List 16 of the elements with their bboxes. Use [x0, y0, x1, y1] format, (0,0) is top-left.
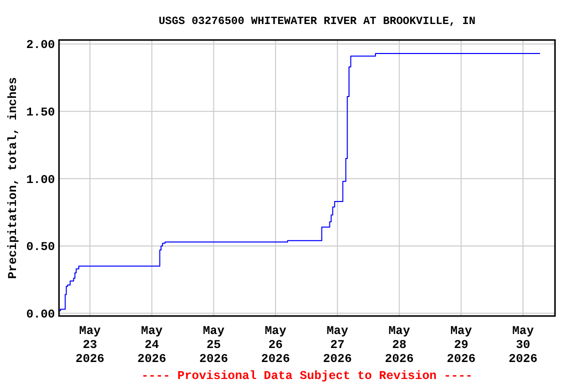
- chart-title: USGS 03276500 WHITEWATER RIVER AT BROOKVILLE, IN: [158, 16, 476, 28]
- x-tick-label: May 27 2026: [323, 324, 352, 366]
- x-tick-label: May 29 2026: [446, 324, 476, 366]
- x-tick-label: May 23 2026: [76, 324, 104, 366]
- x-tick-label: May 30 2026: [508, 324, 538, 366]
- y-axis-title: Precipitation, total, inches: [6, 77, 20, 279]
- x-tick-label: May 28 2026: [384, 324, 414, 366]
- y-tick-label: 1.00: [26, 172, 55, 187]
- y-tick-label: 0.50: [26, 240, 55, 254]
- x-tick-label: May 25 2026: [199, 324, 228, 366]
- y-tick-label: 0.00: [26, 308, 55, 322]
- y-tick-label: 1.50: [26, 106, 55, 120]
- text: ---- Provisional Data Subject to Revision ----: [141, 369, 473, 383]
- x-tick-label: May 24 2026: [137, 324, 166, 366]
- y-tick-label: 2.00: [26, 38, 55, 52]
- x-tick-label: May 26 2026: [261, 324, 290, 366]
